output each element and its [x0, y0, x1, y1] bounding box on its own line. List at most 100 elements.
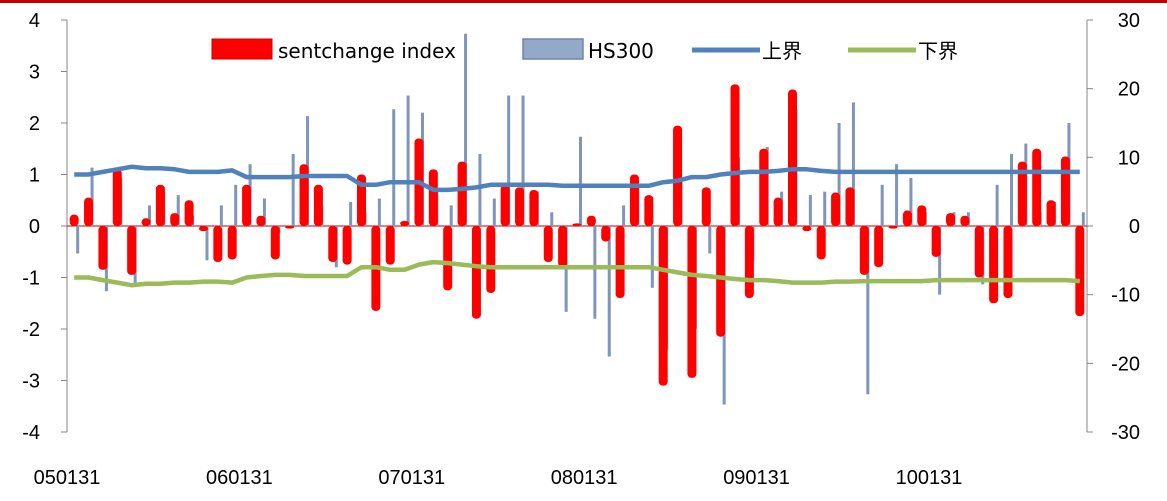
sentchange-bar [744, 226, 754, 299]
hs300-bar [219, 205, 223, 226]
sentchange-bar [960, 215, 970, 226]
sentchange-bar [270, 226, 280, 260]
x-tick-label: 080131 [551, 467, 618, 489]
sentchange-bar [299, 164, 309, 226]
sentchange-bar [256, 215, 266, 226]
hs300-bar [708, 226, 712, 254]
sentchange-bar [831, 192, 841, 226]
hs300-bar [808, 195, 812, 226]
sentchange-bar [69, 214, 79, 226]
sentchange-bar [242, 184, 252, 226]
x-tick-label: 060131 [206, 467, 273, 489]
sentchange-bar [888, 226, 898, 229]
left-tick-label: -4 [22, 422, 40, 444]
sentchange-bar [658, 226, 668, 386]
sentchange-bar [443, 226, 453, 291]
hs300-bar [349, 201, 353, 226]
legend-label-hs300: HS300 [588, 39, 654, 63]
hs300-bar [823, 191, 827, 226]
sentchange-bar [673, 125, 683, 226]
hs300-bar [90, 167, 94, 226]
right-tick-label: -10 [1111, 285, 1140, 307]
sentchange-bar [227, 226, 237, 260]
sentchange-bar [902, 210, 912, 226]
sentchange-bar [127, 226, 137, 275]
sentchange-bar [989, 226, 999, 304]
sentchange-bar [313, 184, 323, 226]
sentchange-bar [141, 218, 151, 226]
hs300-bar [650, 226, 654, 288]
legend-swatch-sentchange [211, 38, 273, 60]
hs300-bar [593, 226, 597, 319]
sentchange-bar [170, 213, 180, 226]
sentchange-bar [701, 187, 711, 226]
hs300-bar [909, 177, 913, 226]
left-tick-label: 2 [29, 113, 40, 135]
sentchange-bar [716, 226, 726, 337]
right-tick-label: 30 [1118, 10, 1140, 32]
x-tick-label: 050131 [34, 467, 101, 489]
right-tick-label: 0 [1129, 216, 1140, 238]
hs300-bar [622, 205, 626, 226]
legend-label-upper: 上界 [762, 39, 802, 63]
sentchange-bar [974, 226, 984, 278]
sentchange-bar [515, 187, 525, 226]
hs300-bar [938, 226, 942, 295]
sentchange-bar [213, 226, 223, 263]
hs300-bar [406, 95, 410, 227]
sentchange-bar [385, 226, 395, 265]
sentchange-bar [586, 215, 596, 226]
hs300-bar [550, 212, 554, 226]
left-tick-label: 4 [29, 10, 40, 32]
top-border-rule [0, 0, 1167, 3]
sentchange-bar [874, 226, 884, 268]
hs300-bar [205, 226, 209, 261]
hs300-bar [521, 95, 525, 227]
sentchange-bar [601, 226, 611, 242]
upper-bound-line [74, 164, 1080, 193]
hs300-bar [234, 184, 238, 226]
sentchange-bar [1032, 148, 1042, 226]
hs300-bar [837, 123, 841, 226]
bound-lines [74, 164, 1080, 288]
sentchange-bar [644, 195, 654, 226]
sentchange-bar [529, 189, 539, 226]
hs300-bar [176, 195, 180, 226]
sentchange-bar [572, 223, 582, 226]
sentchange-bar [198, 226, 208, 232]
hs300-bar [1081, 212, 1085, 226]
x-tick-label: 100131 [896, 467, 963, 489]
x-tick-label: 090131 [723, 467, 790, 489]
sentchange-bar [457, 161, 467, 226]
hs300-bar [1009, 153, 1013, 226]
hs300-bar [895, 164, 899, 226]
sentchange-bar [184, 200, 194, 226]
sentchange-bar [615, 226, 625, 299]
sentchange-bar [98, 226, 108, 270]
hs300-bar [377, 198, 381, 226]
hs300-bar [262, 198, 266, 226]
sentchange-bar [285, 226, 295, 229]
hs300-bars [76, 33, 1085, 405]
right-tick-label: 20 [1118, 79, 1140, 101]
sentchange-bar [787, 89, 797, 227]
sentchange-bar [471, 226, 481, 319]
left-tick-label: -2 [22, 319, 40, 341]
sentchange-bar [486, 226, 496, 293]
sentchange-bar [730, 84, 740, 226]
sentchange-bar [84, 197, 94, 226]
right-tick-label: -20 [1111, 353, 1140, 375]
hs300-bar [607, 226, 611, 357]
x-tick-label: 070131 [378, 467, 445, 489]
hs300-bar [995, 184, 999, 226]
right-tick-label: -30 [1111, 422, 1140, 444]
legend: sentchange index HS300 上界 下界 [211, 38, 958, 63]
sentchange-bar [357, 174, 367, 226]
hs300-bar [449, 205, 453, 226]
hs300-bar [880, 184, 884, 226]
hs300-bar [507, 95, 511, 227]
sentchange-bar [816, 226, 826, 260]
sentchange-bar [759, 148, 769, 226]
sentchange-bar [400, 220, 410, 226]
